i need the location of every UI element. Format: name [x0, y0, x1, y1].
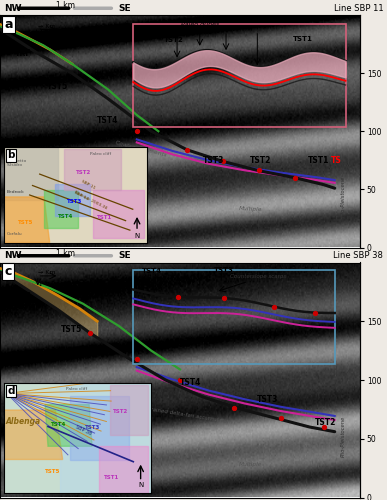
Polygon shape — [4, 197, 50, 242]
Text: Baghetto
S.Isidro: Baghetto S.Isidro — [7, 159, 27, 168]
Text: TST2: TST2 — [113, 410, 128, 414]
Text: a: a — [4, 18, 13, 31]
Text: TST2: TST2 — [75, 170, 91, 175]
Text: Paleo cliff: Paleo cliff — [90, 152, 111, 156]
Text: d: d — [8, 386, 15, 396]
Text: 1 km: 1 km — [56, 248, 75, 258]
Text: NW: NW — [4, 4, 21, 13]
Text: TS: TS — [331, 156, 342, 164]
Text: N: N — [138, 482, 143, 488]
Text: N: N — [134, 233, 140, 239]
Text: TST2: TST2 — [164, 36, 183, 43]
Text: TST2: TST2 — [250, 156, 272, 164]
Polygon shape — [110, 384, 148, 436]
Text: Coarse grained delta-fan accumulation: Coarse grained delta-fan accumulation — [126, 403, 233, 424]
Text: NW: NW — [4, 251, 21, 260]
Polygon shape — [45, 404, 92, 446]
Text: TST3: TST3 — [203, 156, 225, 164]
Text: b: b — [7, 150, 15, 160]
Text: Corfalu: Corfalu — [7, 232, 22, 236]
Polygon shape — [55, 184, 90, 216]
Polygon shape — [60, 382, 151, 492]
Bar — [133, 24, 346, 127]
Text: TST4: TST4 — [97, 116, 118, 125]
Text: SBP 38: SBP 38 — [74, 424, 92, 436]
Text: SBP 11: SBP 11 — [80, 179, 96, 190]
Text: TST5: TST5 — [18, 220, 34, 224]
Text: → Km: → Km — [38, 24, 55, 29]
Text: Multiple: Multiple — [239, 462, 263, 468]
Polygon shape — [99, 446, 148, 492]
Text: Plio-Pleistocene: Plio-Pleistocene — [341, 176, 346, 217]
Text: SE: SE — [118, 4, 131, 13]
Text: Plio-Pleistocene: Plio-Pleistocene — [341, 416, 346, 457]
Text: TST4: TST4 — [51, 422, 66, 428]
Text: Paleo cliff: Paleo cliff — [66, 387, 87, 391]
Text: Counterslope scarps: Counterslope scarps — [230, 274, 287, 280]
Text: SE: SE — [118, 251, 131, 260]
Text: SBP 14: SBP 14 — [73, 190, 89, 201]
Text: TRF: TRF — [14, 48, 31, 58]
Text: TST4: TST4 — [180, 378, 201, 386]
Text: TST5: TST5 — [61, 325, 82, 334]
Text: TST3: TST3 — [214, 267, 234, 273]
Text: ↓ Time TWT (ms): ↓ Time TWT (ms) — [38, 35, 92, 40]
Text: TST5: TST5 — [45, 468, 60, 473]
Text: TST1: TST1 — [104, 476, 119, 480]
Text: TST3: TST3 — [85, 424, 100, 430]
Polygon shape — [4, 410, 63, 460]
Text: TST3: TST3 — [67, 198, 82, 203]
Text: Boomer 2003-36: Boomer 2003-36 — [74, 190, 108, 210]
Text: TST1: TST1 — [308, 156, 329, 166]
Text: TST1: TST1 — [293, 36, 313, 42]
Text: c: c — [4, 264, 12, 278]
Text: TST2: TST2 — [315, 418, 336, 426]
Polygon shape — [92, 190, 144, 238]
Text: Paleo dunes: Paleo dunes — [181, 22, 219, 26]
Polygon shape — [70, 396, 129, 460]
Text: TST4: TST4 — [58, 214, 74, 219]
Text: Multiple: Multiple — [239, 206, 263, 212]
Text: TST1: TST1 — [97, 215, 112, 220]
Text: TRF: TRF — [14, 292, 31, 301]
Text: TST4: TST4 — [142, 268, 162, 274]
Text: Albenga: Albenga — [5, 418, 41, 426]
Text: ↓ Time TWT (ms): ↓ Time TWT (ms) — [38, 282, 92, 287]
Text: Coarse sediments: Coarse sediments — [115, 140, 168, 158]
Polygon shape — [64, 150, 121, 190]
Text: TST3: TST3 — [257, 396, 279, 404]
Text: Line SBP 11: Line SBP 11 — [334, 4, 383, 13]
Text: TST5: TST5 — [47, 82, 68, 92]
Text: 1 km: 1 km — [56, 1, 75, 10]
Bar — [133, 270, 335, 364]
Polygon shape — [44, 190, 78, 228]
Text: Bedrock: Bedrock — [7, 190, 24, 194]
Text: → Km: → Km — [38, 270, 55, 275]
Text: Line SBP 38: Line SBP 38 — [333, 251, 383, 260]
